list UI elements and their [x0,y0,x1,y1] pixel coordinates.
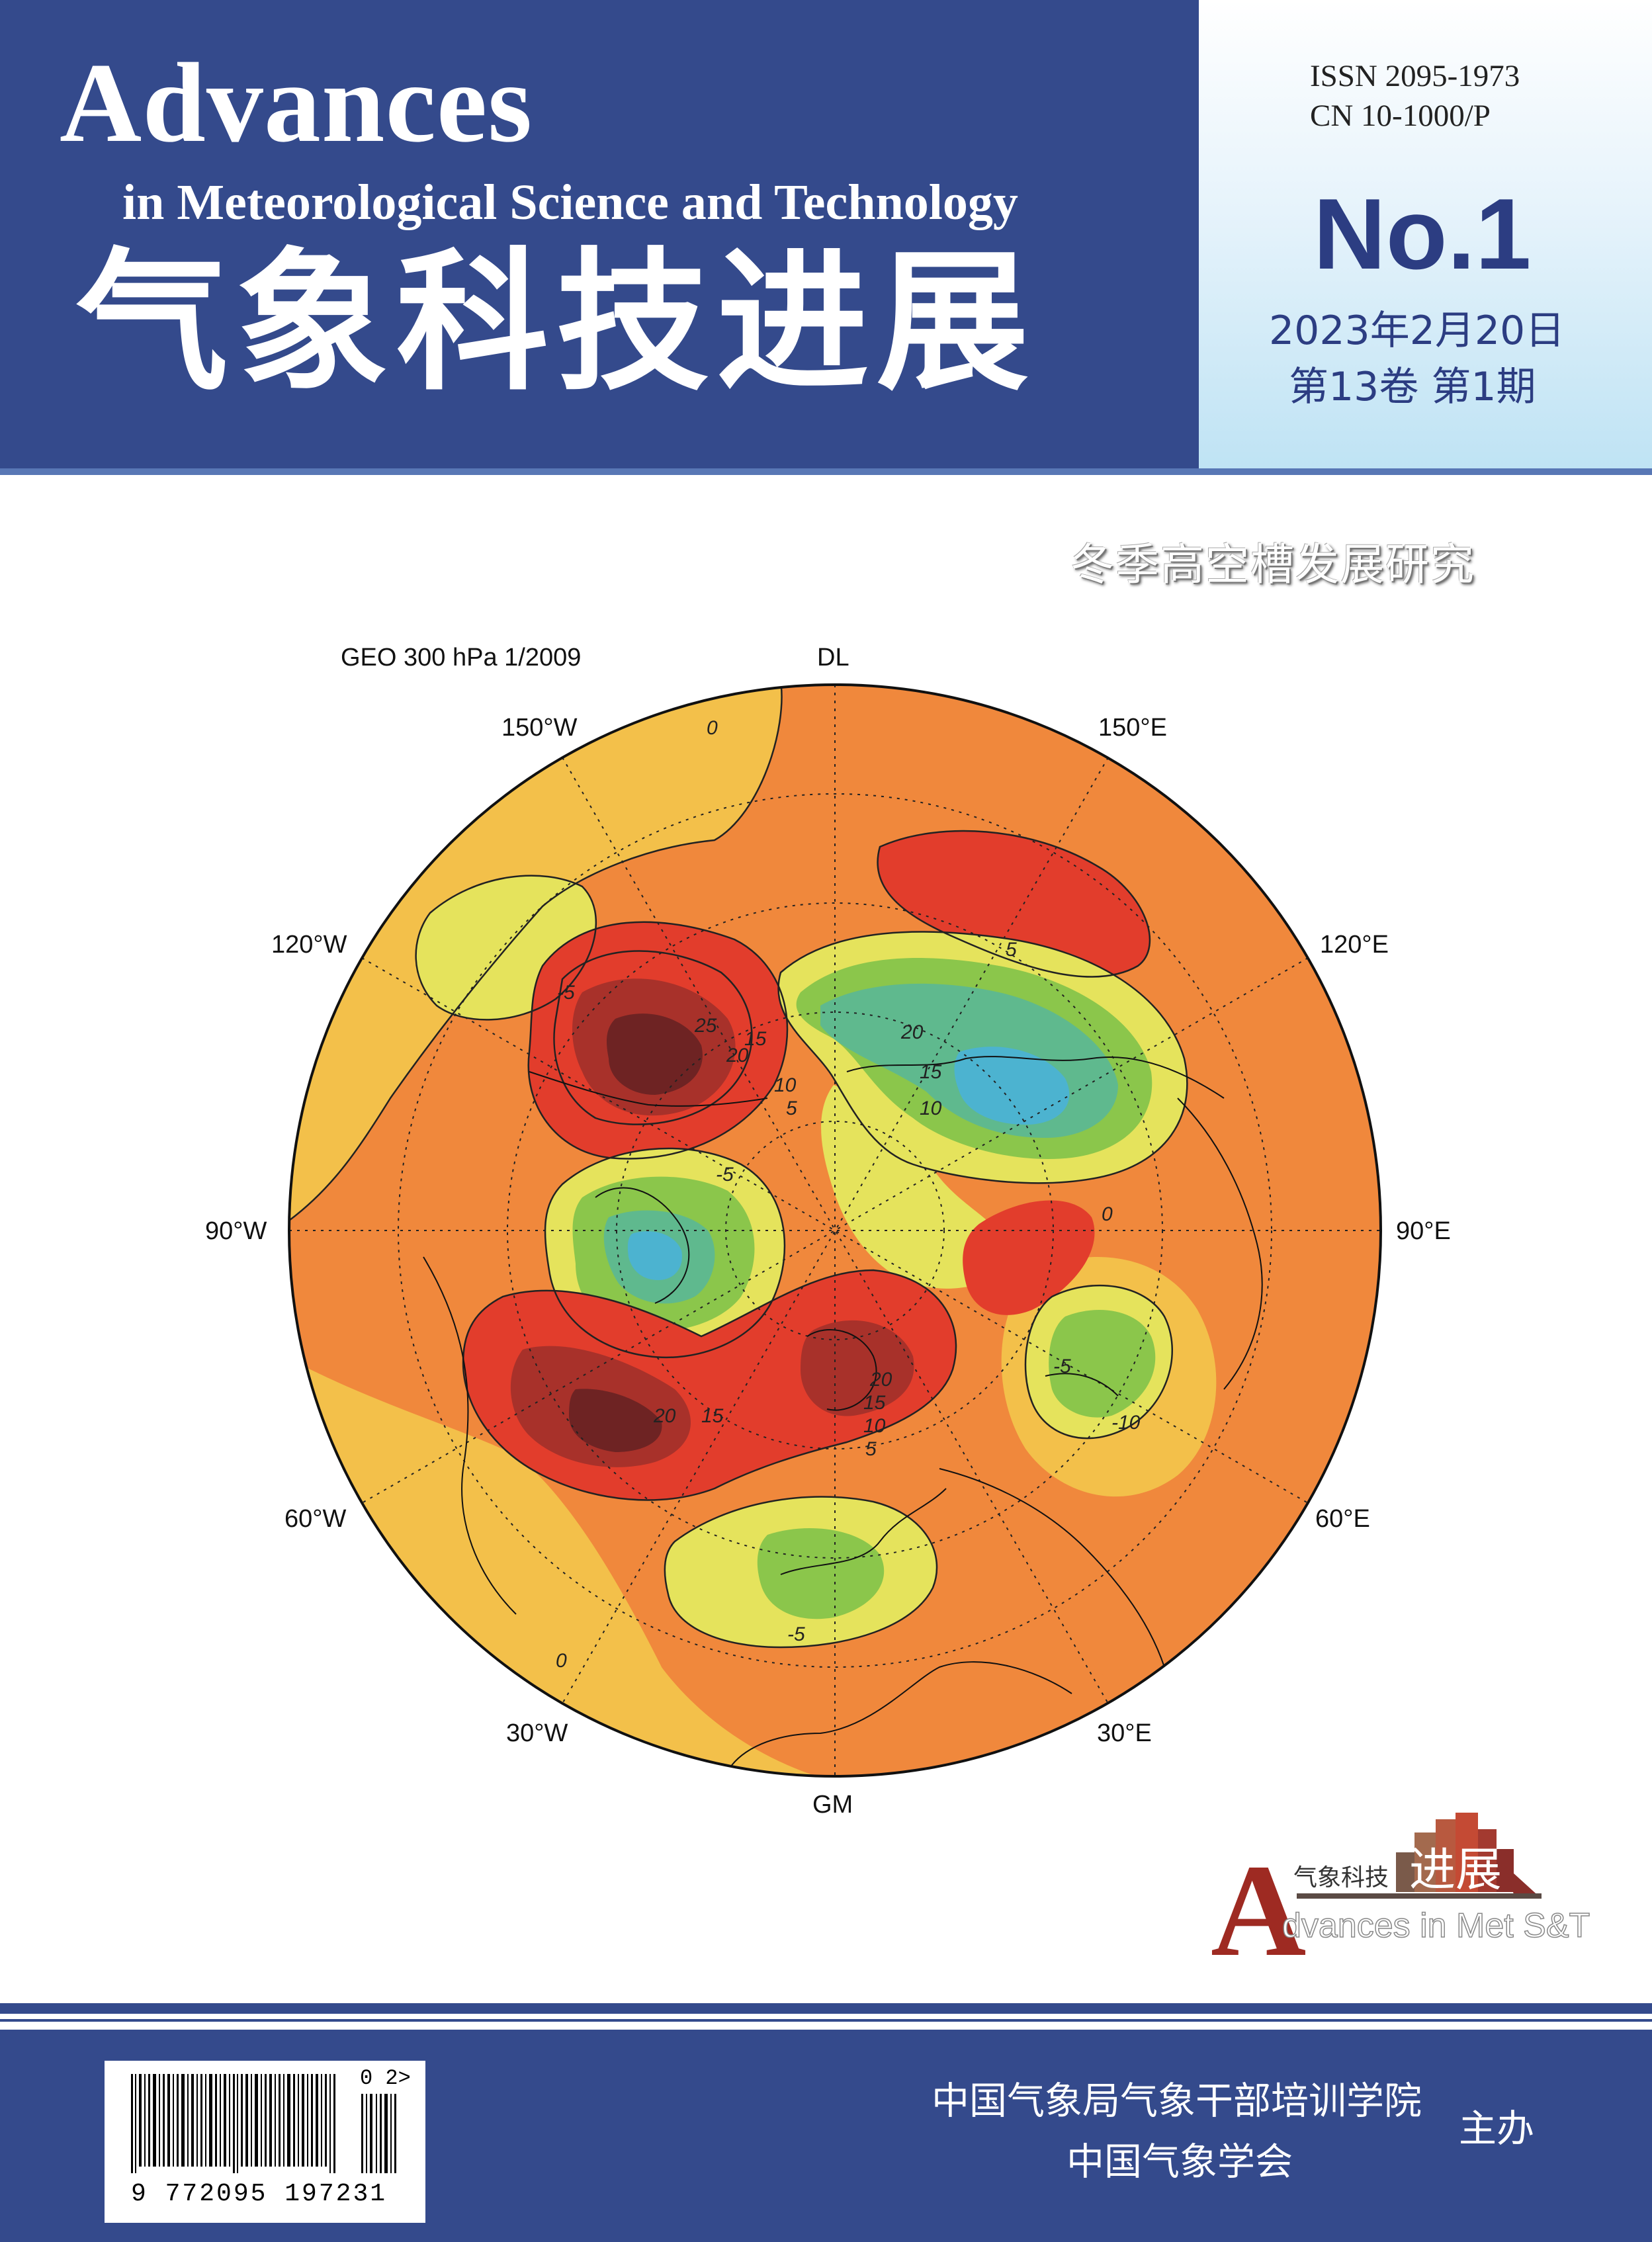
map-coastlines [423,1056,1263,1776]
contour-label: -5 [1053,1356,1071,1377]
lon-label-150w: 150°W [501,714,578,742]
field-east-green-inner [1049,1310,1156,1418]
field-central-yellow [821,1085,1012,1289]
contour-label: 20 [726,1045,749,1066]
sponsor-primary: 中国气象局气象干部培训学院 [932,2079,1422,2123]
lon-label-gm: GM [812,1791,853,1819]
lon-label-dl: DL [817,644,849,671]
polar-map-figure: GEO 300 hPa 1/2009 DL GM 150°W 150°E 120… [205,644,1451,1819]
lon-label-120e: 120°E [1320,931,1389,959]
barcode-bars [105,2061,425,2223]
journal-title-cn: 气象科技进展 [76,233,1037,411]
sponsor-role-label: 主办 [1459,2107,1534,2151]
issue-number: No.1 [1313,178,1532,290]
contour-label: 0 [707,717,718,739]
barcode-number: 9 772095 197231 [131,2180,388,2208]
issue-date: 2023年2月20日 [1269,308,1565,354]
journal-title-en: Advances [60,40,533,166]
lon-label-60e: 60°E [1315,1505,1370,1533]
contour-label: 10 [863,1415,886,1437]
issue-info-panel [1199,0,1652,468]
field-atlantic-maroon [569,1389,662,1452]
isbn-barcode: 9 772095 197231 0 2> [105,2061,425,2223]
lon-label-120w: 120°W [271,931,347,959]
field-africa-green [757,1528,885,1619]
contour-label: 15 [701,1405,724,1427]
lon-label-90e: 90°E [1396,1217,1451,1245]
lon-label-60w: 60°W [284,1505,346,1533]
contour-label: 0 [1102,1203,1113,1225]
field-hudson-blue [627,1231,682,1280]
logo-letter: A [1211,1838,1306,1971]
map-contours [289,685,1188,1649]
issn-block: ISSN 2095-1973 CN 10-1000/P [1310,56,1520,136]
contour-label: 5 [786,1098,797,1119]
field-east-red [963,1200,1095,1315]
field-europe-darkred [801,1320,914,1416]
cn-number: CN 10-1000/P [1310,99,1491,133]
header-divider [0,468,1652,475]
logo-cn-small: 气象科技 [1293,1864,1389,1891]
contour-label: 15 [744,1028,767,1050]
contour-label: 20 [653,1405,676,1427]
contour-label: -5 [557,982,575,1004]
contour-label: 10 [774,1074,797,1096]
contour-label: 0 [556,1650,567,1672]
contour-label: 15 [920,1061,942,1083]
lon-label-150e: 150°E [1098,714,1167,742]
footer-rule-thick [0,2003,1652,2014]
field-northeast-red [877,831,1150,977]
field-siberia-blue [954,1047,1070,1125]
footer-rule-thin [0,2019,1652,2022]
contour-label: 20 [869,1369,892,1391]
issn-number: ISSN 2095-1973 [1310,59,1520,93]
barcode-addon-number: 0 2> [360,2066,411,2091]
logo-baseline [1297,1893,1542,1899]
logo-cn-big: 进展 [1409,1842,1502,1897]
contour-label: -5 [716,1164,734,1186]
contour-label: -5 [787,1623,805,1645]
contour-label: 25 [694,1015,717,1037]
map-boundary [288,683,1382,1778]
sponsor-secondary: 中国气象学会 [1066,2140,1293,2184]
contour-label: -10 [1111,1412,1141,1434]
map-field: 0 5 -5 25 20 15 10 20 15 10 -5 5 0 20 15… [289,685,1381,1776]
map-title: GEO 300 hPa 1/2009 [341,644,581,671]
lon-label-30e: 30°E [1097,1719,1152,1747]
journal-logo: A 气象科技 进展 dvances in Met S&T [1211,1813,1590,1971]
logo-en: dvances in Met S&T [1282,1907,1590,1945]
masthead-band: Advances in Meteorological Science and T… [0,0,1199,468]
issue-volume: 第13卷 第1期 [1289,364,1536,410]
contour-label: 10 [920,1098,942,1119]
lon-label-90w: 90°W [205,1217,267,1245]
lon-label-30w: 30°W [506,1719,568,1747]
map-graticule [289,685,1381,1776]
logo-bar-chart [1396,1813,1542,1899]
journal-subtitle-en: in Meteorological Science and Technology [122,175,1018,230]
feature-title: 冬季高空槽发展研究 [1070,539,1475,590]
contour-label: 5 [865,1438,877,1460]
contour-label: 5 [1006,939,1017,961]
contour-label: 15 [863,1392,886,1414]
field-northwest-maroon [607,1013,703,1095]
contour-label: 20 [900,1021,924,1043]
